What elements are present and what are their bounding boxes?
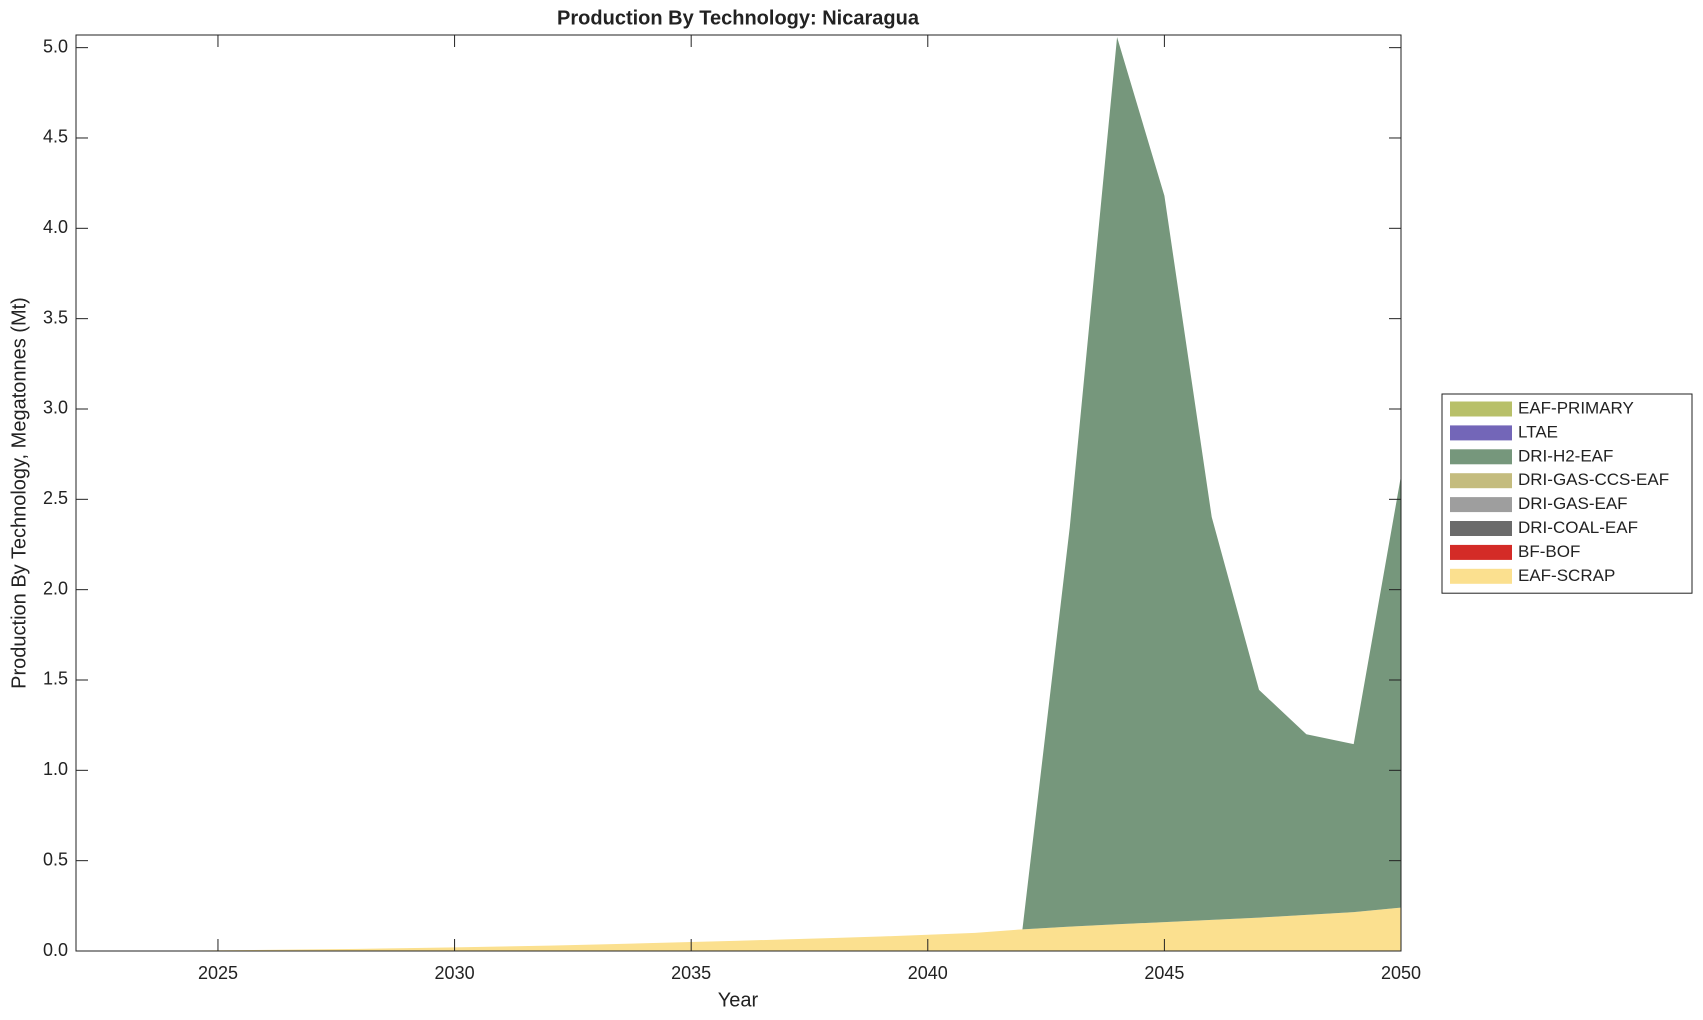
legend-swatch — [1450, 449, 1512, 465]
x-tick-label: 2030 — [435, 963, 475, 983]
y-tick-label: 4.5 — [43, 127, 68, 147]
legend-label: DRI-COAL-EAF — [1518, 518, 1638, 537]
legend-label: EAF-SCRAP — [1518, 566, 1615, 585]
legend-box — [1441, 393, 1693, 594]
y-axis-label: Production By Technology, Megatonnes (Mt… — [8, 297, 30, 689]
plot-frame — [75, 34, 1402, 952]
y-tick-label: 1.5 — [43, 669, 68, 689]
y-tick-label: 3.0 — [43, 398, 68, 418]
y-tick-label: 2.5 — [43, 488, 68, 508]
area — [76, 37, 1401, 952]
y-tick-label: 2.0 — [43, 578, 68, 598]
legend-swatch — [1450, 544, 1512, 560]
y-tick-label: 0.0 — [43, 940, 68, 960]
legend-label: DRI-GAS-EAF — [1518, 494, 1628, 513]
legend-label: DRI-H2-EAF — [1518, 446, 1613, 465]
y-tick-label: 4.0 — [43, 217, 68, 237]
x-tick-label: 2040 — [908, 963, 948, 983]
legend-label: DRI-GAS-CCS-EAF — [1518, 470, 1669, 489]
legend-swatch — [1450, 497, 1512, 513]
y-tick-label: 5.0 — [43, 36, 68, 56]
y-tick-label: 0.5 — [43, 849, 68, 869]
chart-title: Production By Technology: Nicaragua — [557, 7, 920, 29]
x-axis-label: Year — [718, 989, 759, 1011]
legend-swatch — [1450, 473, 1512, 489]
legend-swatch — [1450, 521, 1512, 536]
legend-swatch — [1450, 401, 1512, 417]
x-tick-label: 2035 — [671, 963, 711, 983]
legend-label: LTAE — [1518, 422, 1558, 441]
legend-label: EAF-PRIMARY — [1518, 398, 1634, 417]
x-tick-label: 2025 — [198, 963, 238, 983]
x-tick-label: 2050 — [1381, 963, 1421, 983]
legend-swatch — [1450, 568, 1512, 584]
legend-label: BF-BOF — [1518, 542, 1580, 561]
y-tick-label: 1.0 — [43, 759, 68, 779]
y-tick-label: 3.5 — [43, 307, 68, 327]
legend-swatch — [1450, 425, 1512, 441]
area — [76, 907, 1401, 951]
x-tick-label: 2045 — [1144, 963, 1184, 983]
